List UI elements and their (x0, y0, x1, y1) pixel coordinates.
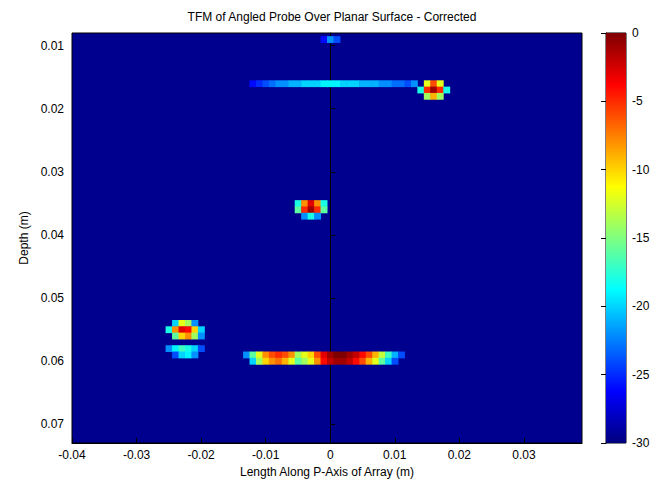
svg-text:-15: -15 (632, 231, 650, 245)
svg-text:0.01: 0.01 (383, 448, 407, 462)
svg-text:Depth (m): Depth (m) (17, 211, 31, 264)
svg-text:0.02: 0.02 (41, 102, 65, 116)
svg-text:0: 0 (632, 26, 639, 40)
svg-text:TFM of Angled Probe Over Plana: TFM of Angled Probe Over Planar Surface … (188, 10, 477, 24)
svg-text:Length Along P-Axis of Array (: Length Along P-Axis of Array (m) (240, 465, 414, 479)
svg-text:0.03: 0.03 (512, 448, 536, 462)
svg-text:-5: -5 (632, 94, 643, 108)
svg-text:-25: -25 (632, 368, 650, 382)
svg-text:-10: -10 (632, 163, 650, 177)
svg-text:-0.03: -0.03 (123, 448, 151, 462)
svg-text:-30: -30 (632, 436, 650, 450)
svg-text:0.03: 0.03 (41, 165, 65, 179)
svg-text:0.02: 0.02 (448, 448, 472, 462)
svg-text:-0.04: -0.04 (58, 448, 86, 462)
svg-text:0.07: 0.07 (41, 417, 65, 431)
svg-text:-0.01: -0.01 (252, 448, 280, 462)
svg-text:-20: -20 (632, 299, 650, 313)
svg-text:0.04: 0.04 (41, 228, 65, 242)
svg-text:0.06: 0.06 (41, 354, 65, 368)
svg-text:0.01: 0.01 (41, 39, 65, 53)
svg-text:0.05: 0.05 (41, 291, 65, 305)
svg-text:-0.02: -0.02 (187, 448, 215, 462)
svg-text:0: 0 (327, 448, 334, 462)
